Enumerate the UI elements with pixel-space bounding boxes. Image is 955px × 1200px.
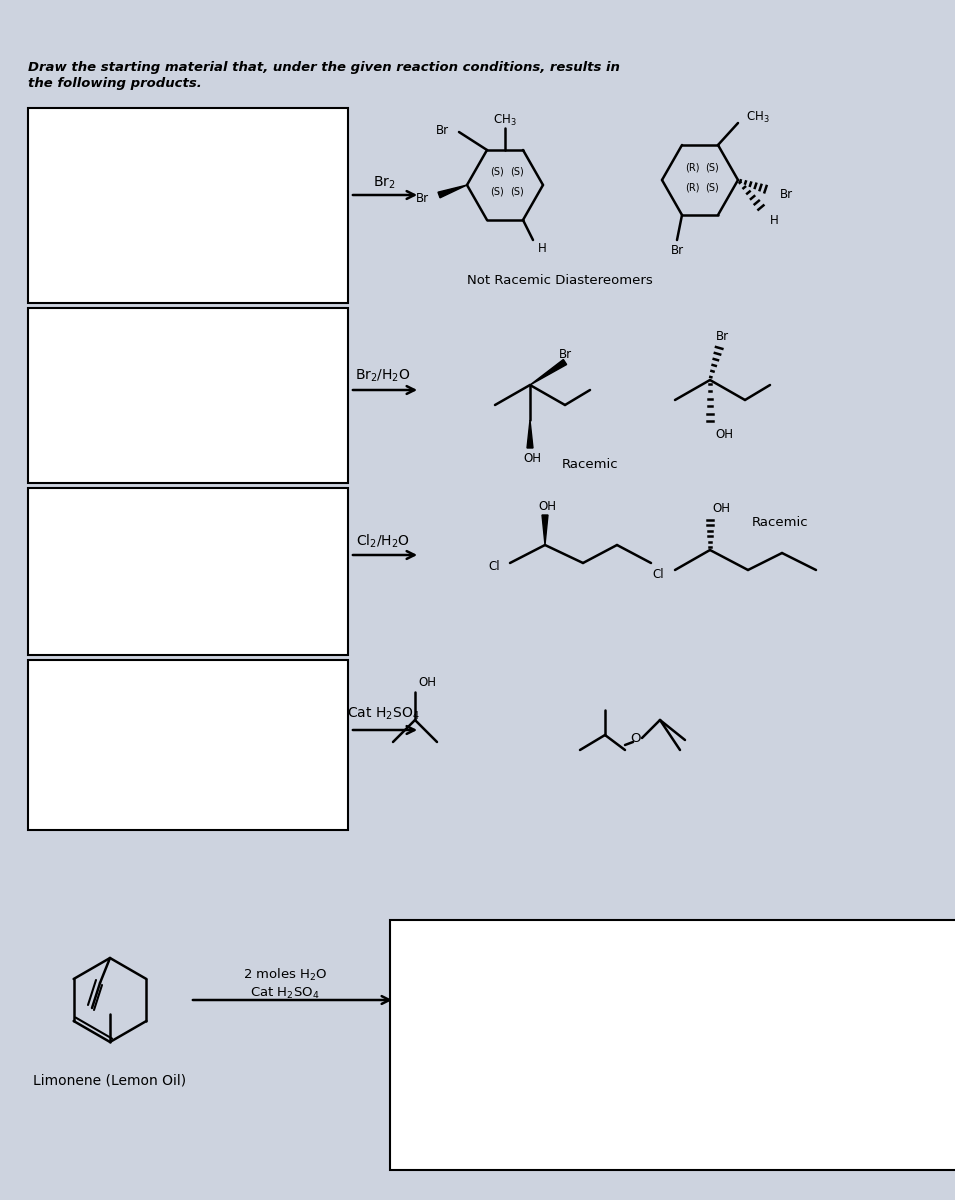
Text: (S): (S) — [490, 187, 504, 197]
Text: (S): (S) — [705, 182, 719, 192]
Text: Racemic: Racemic — [562, 458, 618, 472]
Text: CH$_3$: CH$_3$ — [493, 113, 517, 127]
Bar — [28, 660, 348, 830]
Text: H: H — [770, 214, 778, 227]
Text: Br$_2$: Br$_2$ — [372, 175, 395, 191]
Bar — [390, 920, 955, 1170]
Text: (R): (R) — [685, 182, 699, 192]
Text: Br: Br — [435, 124, 449, 137]
Text: OH: OH — [712, 503, 730, 516]
Text: Br: Br — [559, 348, 571, 360]
Text: Br: Br — [670, 244, 684, 257]
Text: (S): (S) — [490, 167, 504, 176]
Text: (S): (S) — [705, 162, 719, 172]
Text: OH: OH — [538, 500, 556, 514]
Text: Br: Br — [780, 187, 793, 200]
Text: 2 moles H$_2$O: 2 moles H$_2$O — [243, 967, 328, 983]
Text: Br$_2$/H$_2$O: Br$_2$/H$_2$O — [355, 367, 411, 384]
Bar — [28, 308, 348, 482]
Text: CH$_3$: CH$_3$ — [746, 109, 770, 125]
Text: Br: Br — [415, 192, 429, 205]
Polygon shape — [542, 515, 548, 545]
Text: Limonene (Lemon Oil): Limonene (Lemon Oil) — [33, 1073, 186, 1087]
Text: H: H — [538, 241, 547, 254]
Polygon shape — [530, 360, 566, 385]
Polygon shape — [438, 185, 467, 198]
Text: (R): (R) — [685, 162, 699, 172]
Text: Br: Br — [715, 330, 729, 343]
Text: the following products.: the following products. — [28, 78, 202, 90]
Text: Draw the starting material that, under the given reaction conditions, results in: Draw the starting material that, under t… — [28, 61, 620, 74]
Text: Not Racemic Diastereomers: Not Racemic Diastereomers — [467, 274, 653, 287]
Bar — [28, 108, 348, 302]
Text: Cl: Cl — [652, 569, 664, 582]
Polygon shape — [527, 420, 533, 448]
Text: (S): (S) — [510, 187, 524, 197]
Text: Racemic: Racemic — [752, 516, 808, 528]
Text: Cl$_2$/H$_2$O: Cl$_2$/H$_2$O — [356, 533, 410, 550]
Text: Cat H$_2$SO$_4$: Cat H$_2$SO$_4$ — [250, 985, 320, 1001]
Text: (S): (S) — [510, 167, 524, 176]
Text: Cl: Cl — [488, 560, 500, 574]
Text: O: O — [629, 732, 640, 744]
Text: OH: OH — [523, 451, 541, 464]
Text: OH: OH — [418, 676, 436, 689]
Text: Cat H$_2$SO$_4$: Cat H$_2$SO$_4$ — [347, 706, 419, 722]
Bar — [28, 488, 348, 655]
Text: OH: OH — [715, 428, 733, 442]
